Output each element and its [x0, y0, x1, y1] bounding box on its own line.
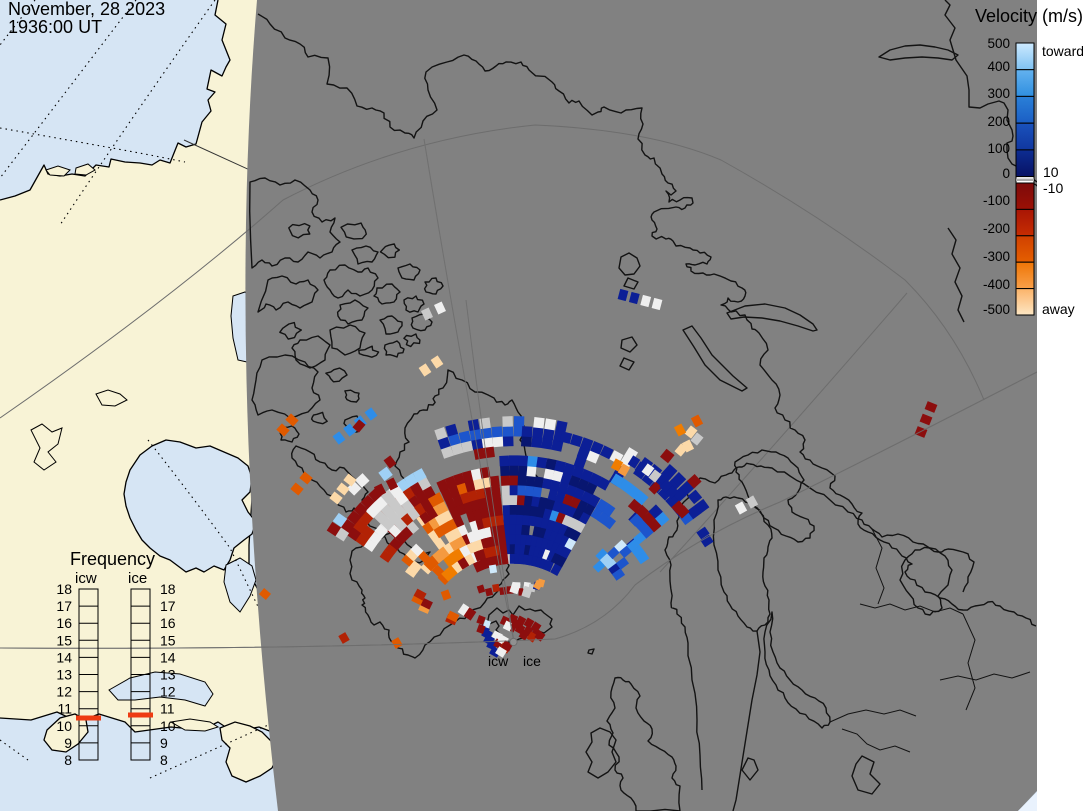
svg-text:-200: -200	[983, 221, 1010, 236]
svg-text:-400: -400	[983, 277, 1010, 292]
svg-text:icw: icw	[488, 653, 509, 669]
svg-text:17: 17	[56, 598, 72, 614]
svg-text:18: 18	[56, 581, 72, 597]
svg-text:200: 200	[987, 114, 1010, 129]
svg-text:ice: ice	[128, 570, 147, 587]
svg-text:17: 17	[160, 598, 176, 614]
svg-text:0: 0	[1002, 166, 1010, 181]
svg-text:away: away	[1042, 301, 1075, 317]
svg-text:10: 10	[56, 718, 72, 734]
svg-text:toward: toward	[1042, 43, 1083, 59]
svg-text:8: 8	[160, 752, 168, 768]
svg-text:8: 8	[64, 752, 72, 768]
svg-text:12: 12	[56, 684, 72, 700]
svg-text:9: 9	[160, 735, 168, 751]
svg-text:-10: -10	[1043, 180, 1063, 196]
svg-text:Velocity (m/s): Velocity (m/s)	[975, 6, 1083, 26]
svg-text:-300: -300	[983, 249, 1010, 264]
svg-text:11: 11	[160, 701, 175, 717]
svg-text:100: 100	[987, 141, 1010, 156]
svg-text:10: 10	[160, 718, 176, 734]
svg-text:18: 18	[160, 581, 176, 597]
svg-text:10: 10	[1043, 164, 1059, 180]
svg-text:1936:00 UT: 1936:00 UT	[8, 17, 102, 37]
svg-text:11: 11	[57, 701, 72, 717]
svg-text:ice: ice	[523, 653, 541, 669]
svg-text:400: 400	[987, 59, 1010, 74]
svg-text:Frequency: Frequency	[70, 549, 155, 569]
svg-text:icw: icw	[75, 570, 97, 587]
svg-text:16: 16	[56, 615, 72, 631]
svg-text:14: 14	[56, 649, 72, 665]
svg-text:15: 15	[160, 632, 176, 648]
svg-text:12: 12	[160, 684, 176, 700]
svg-text:300: 300	[987, 86, 1010, 101]
svg-text:13: 13	[160, 667, 176, 683]
svg-text:November, 28 2023: November, 28 2023	[8, 0, 165, 19]
svg-text:13: 13	[56, 667, 72, 683]
svg-text:500: 500	[987, 36, 1010, 51]
svg-text:9: 9	[64, 735, 72, 751]
svg-text:-500: -500	[983, 302, 1010, 317]
svg-text:15: 15	[56, 632, 72, 648]
svg-text:16: 16	[160, 615, 176, 631]
svg-text:14: 14	[160, 649, 176, 665]
svg-text:-100: -100	[983, 193, 1010, 208]
